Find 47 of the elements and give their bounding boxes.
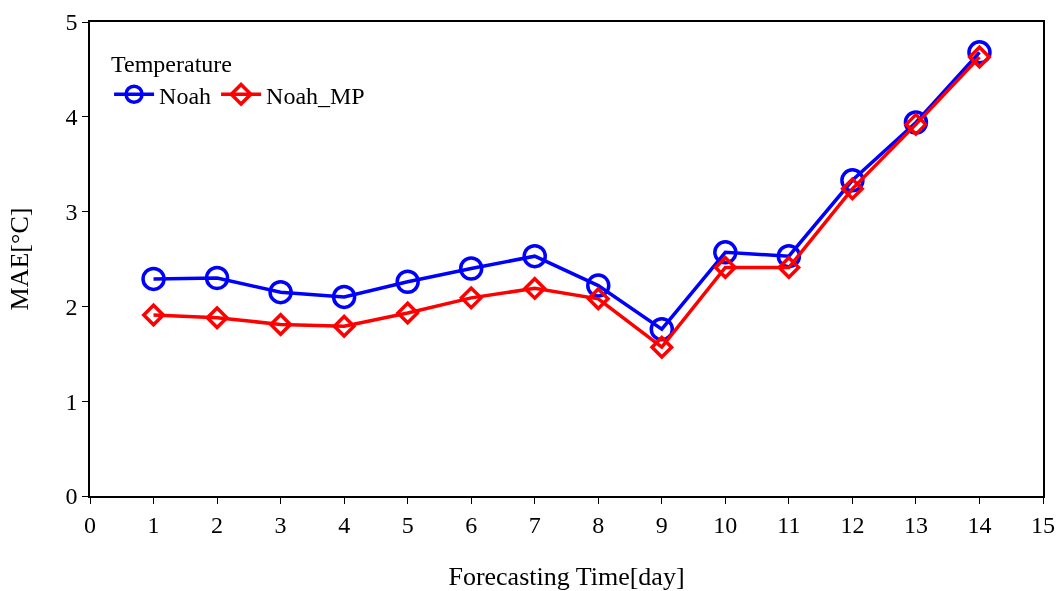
x-tick-label: 1 (147, 511, 160, 538)
x-tick-label: 7 (528, 511, 541, 538)
point (522, 243, 547, 269)
x-tick-label: 2 (211, 511, 224, 538)
x-tick-label: 8 (592, 511, 605, 538)
point (204, 265, 230, 291)
point (395, 269, 420, 294)
legend-label: Noah (159, 82, 212, 109)
x-tick-label: 6 (465, 511, 478, 538)
x-tick-label: 3 (274, 511, 287, 538)
x-tick-label: 13 (903, 511, 928, 538)
x-tick-label: 4 (338, 511, 351, 538)
point (141, 266, 166, 292)
x-axis-title: Forecasting Time[day] (448, 561, 685, 591)
x-tick-label: 12 (840, 511, 865, 538)
point (205, 306, 229, 330)
legend-title: Temperature (111, 51, 232, 78)
point (713, 256, 737, 280)
y-tick-label: 2 (65, 293, 78, 320)
y-tick-label: 5 (65, 9, 78, 36)
x-tick-label: 0 (84, 511, 96, 538)
point (650, 335, 674, 359)
x-tick-label: 9 (655, 511, 668, 538)
point (269, 312, 293, 336)
point (142, 303, 166, 327)
y-tick-label: 4 (65, 104, 78, 131)
point (331, 284, 357, 310)
point (523, 276, 547, 300)
point (840, 177, 864, 201)
y-tick-label: 3 (65, 199, 78, 225)
point (396, 301, 420, 325)
y-tick-label: 0 (65, 483, 78, 510)
x-tick-label: 10 (713, 511, 738, 538)
point (586, 287, 610, 311)
x-tick-label: 14 (967, 511, 992, 538)
point (332, 314, 356, 338)
point (777, 256, 801, 280)
point (967, 45, 991, 69)
point (458, 256, 484, 281)
legend-label: Noah_MP (266, 82, 365, 109)
point (459, 286, 483, 310)
x-tick-label: 11 (777, 511, 801, 538)
y-axis-title: MAE[°C] (4, 207, 34, 311)
point (268, 279, 293, 305)
y-tick-label: 1 (65, 388, 78, 415)
x-tick-label: 5 (401, 511, 414, 538)
x-tick-label: 15 (1031, 511, 1055, 538)
